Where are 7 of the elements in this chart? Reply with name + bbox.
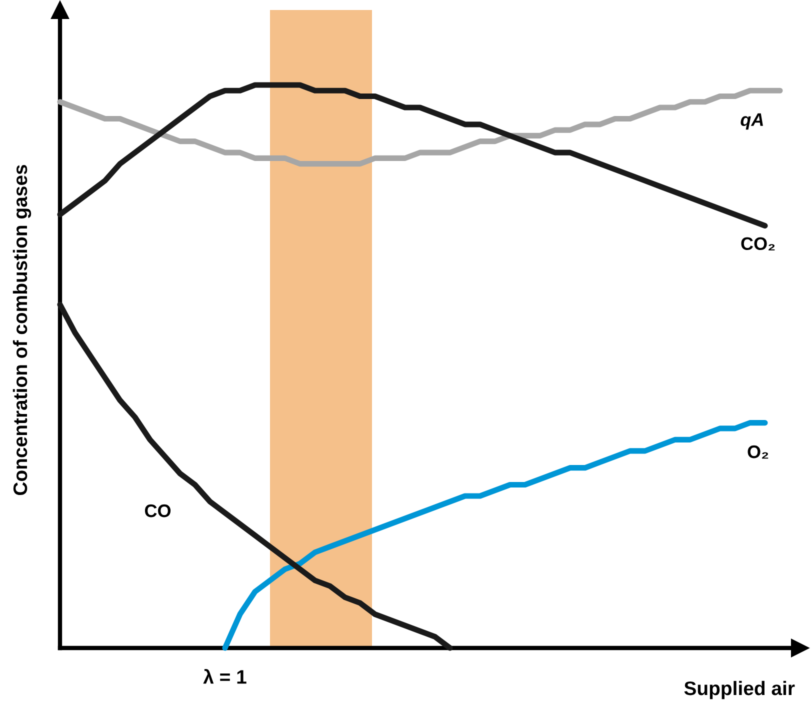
text: λ = 1	[203, 668, 246, 684]
x-axis-title: Supplied air	[684, 680, 795, 700]
series-label: qA	[740, 113, 763, 130]
series-label: O₂	[748, 445, 768, 459]
series-label: CO	[144, 504, 171, 518]
series-label: CO₂	[741, 237, 775, 250]
y-axis-title: Concentration of combustion gases	[12, 164, 32, 496]
